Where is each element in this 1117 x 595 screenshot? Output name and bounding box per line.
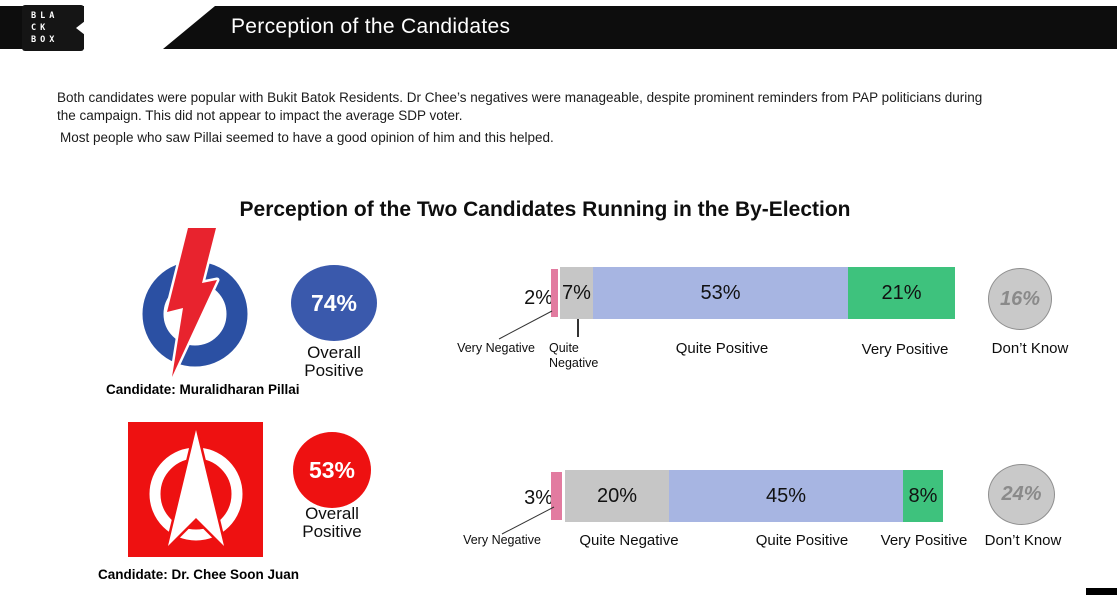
bar2-segment-very-positive: 8%	[903, 470, 943, 522]
bar1-label-quite-negative: Quite Negative	[549, 341, 599, 370]
badge-1-value: 74%	[310, 289, 358, 316]
bar2-label-quite-positive: Quite Positive	[755, 532, 849, 549]
bar2-very-positive-value: 8%	[908, 484, 938, 507]
bar1-segment-quite-positive: 53%	[593, 267, 848, 319]
bar1-label-very-positive: Very Positive	[861, 341, 949, 358]
bar2-label-dont-know: Don’t Know	[984, 532, 1062, 549]
blackbox-logo: BLA CK BOX	[22, 5, 84, 51]
overall-positive-badge-2: 53%	[293, 432, 371, 508]
bar2-very-negative-value: 3%	[524, 487, 553, 509]
bar1-dont-know-circle: 16%	[988, 268, 1052, 330]
bar2-segment-quite-negative: 20%	[565, 470, 669, 522]
bar1-leader-line	[498, 310, 553, 340]
sdp-arrow-icon	[165, 427, 227, 549]
bar1-very-positive-value: 21%	[881, 281, 922, 304]
bar1-dont-know-value: 16%	[999, 287, 1041, 310]
overall-positive-label-2: Overall Positive	[302, 504, 362, 541]
bar1-quite-negative-tick	[577, 319, 579, 337]
bar2-dont-know-value: 24%	[1001, 483, 1042, 505]
intro-paragraph-2: Most people who saw Pillai seemed to hav…	[60, 130, 554, 145]
bar2-segment-very-negative	[551, 472, 562, 520]
lightning-bolt-icon	[164, 226, 220, 380]
logo-notch-icon	[76, 21, 85, 35]
sdp-party-logo-icon	[128, 422, 263, 557]
bar2-quite-positive-value: 45%	[765, 484, 807, 507]
chart-title: Perception of the Two Candidates Running…	[239, 198, 851, 221]
bar1-segment-very-negative	[551, 269, 558, 317]
badge-2-value: 53%	[308, 456, 356, 483]
pap-party-logo-icon	[142, 226, 248, 380]
bar2-label-very-positive: Very Positive	[880, 532, 968, 549]
bar1-label-very-negative: Very Negative	[457, 341, 535, 355]
bar1-segment-quite-negative: 7%	[560, 267, 593, 319]
intro-paragraph-1: Both candidates were popular with Bukit …	[57, 90, 983, 123]
header-wedge-shape	[84, 6, 215, 49]
page-corner-mark	[1086, 588, 1117, 595]
bar2-quite-negative-value: 20%	[596, 484, 638, 507]
bar1-label-dont-know: Don’t Know	[991, 340, 1069, 357]
bar2-leader-line	[501, 506, 555, 535]
bar1-very-negative-value: 2%	[524, 287, 553, 309]
bar1-quite-negative-value: 7%	[562, 281, 591, 304]
candidate-1-label: Candidate: Muralidharan Pillai	[106, 382, 300, 397]
candidate-2-label: Candidate: Dr. Chee Soon Juan	[98, 567, 300, 582]
overall-positive-label-1: Overall Positive	[304, 343, 364, 380]
header-title: Perception of the Candidates	[231, 15, 511, 38]
intro-text: Both candidates were popular with Bukit …	[57, 89, 995, 147]
logo-line-1: BLA	[31, 11, 59, 21]
logo-line-2: CK	[31, 23, 50, 33]
logo-line-3: BOX	[31, 35, 59, 45]
bar2-dont-know-circle: 24%	[988, 464, 1055, 525]
bar1-segment-very-positive: 21%	[848, 267, 955, 319]
bar2-label-very-negative: Very Negative	[463, 533, 541, 547]
bar2-segment-quite-positive: 45%	[669, 470, 903, 522]
bar1-label-quite-positive: Quite Positive	[675, 340, 769, 357]
overall-positive-badge-1: 74%	[291, 265, 377, 341]
bar2-label-quite-negative: Quite Negative	[579, 532, 679, 549]
bar1-quite-positive-value: 53%	[700, 281, 741, 304]
